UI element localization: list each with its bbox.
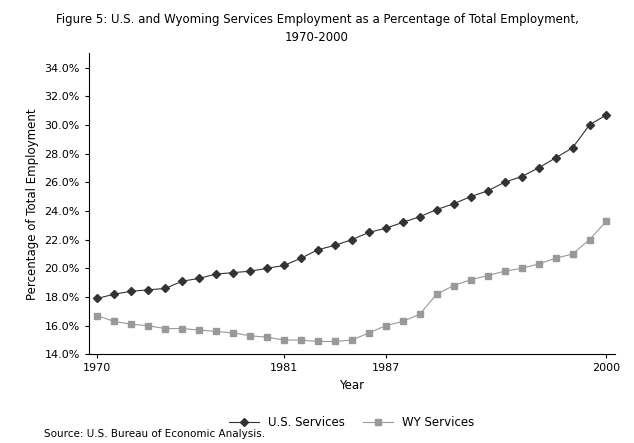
U.S. Services	[161, 286, 169, 291]
Line: U.S. Services: U.S. Services	[94, 112, 609, 301]
WY Services	[382, 323, 390, 328]
WY Services	[603, 218, 611, 224]
U.S. Services	[127, 289, 135, 294]
Legend: U.S. Services, WY Services: U.S. Services, WY Services	[225, 412, 479, 434]
WY Services	[110, 319, 118, 324]
WY Services	[399, 319, 406, 324]
U.S. Services	[246, 268, 254, 274]
U.S. Services	[433, 207, 441, 212]
Text: Figure 5: U.S. and Wyoming Services Employment as a Percentage of Total Employme: Figure 5: U.S. and Wyoming Services Empl…	[56, 13, 578, 26]
WY Services	[450, 283, 458, 288]
WY Services	[416, 311, 424, 317]
Text: 1970-2000: 1970-2000	[285, 31, 349, 44]
U.S. Services	[348, 237, 356, 242]
U.S. Services	[501, 179, 508, 185]
U.S. Services	[145, 287, 152, 292]
U.S. Services	[518, 174, 526, 179]
WY Services	[263, 334, 271, 340]
WY Services	[552, 256, 559, 261]
WY Services	[501, 268, 508, 274]
WY Services	[195, 327, 203, 333]
U.S. Services	[365, 230, 373, 235]
Y-axis label: Percentage of Total Employment: Percentage of Total Employment	[25, 108, 39, 299]
U.S. Services	[297, 256, 305, 261]
U.S. Services	[263, 266, 271, 271]
WY Services	[230, 330, 237, 335]
Line: WY Services: WY Services	[94, 218, 609, 344]
WY Services	[569, 251, 576, 256]
U.S. Services	[314, 247, 321, 253]
U.S. Services	[331, 243, 339, 248]
WY Services	[178, 326, 186, 331]
Text: Source: U.S. Bureau of Economic Analysis.: Source: U.S. Bureau of Economic Analysis…	[44, 428, 266, 439]
WY Services	[348, 338, 356, 343]
U.S. Services	[569, 145, 576, 151]
WY Services	[331, 339, 339, 344]
U.S. Services	[399, 220, 406, 225]
WY Services	[518, 266, 526, 271]
U.S. Services	[450, 201, 458, 206]
U.S. Services	[467, 194, 474, 199]
WY Services	[586, 237, 593, 242]
WY Services	[127, 322, 135, 327]
U.S. Services	[484, 188, 491, 194]
WY Services	[212, 329, 220, 334]
WY Services	[535, 261, 543, 267]
U.S. Services	[552, 155, 559, 160]
U.S. Services	[586, 122, 593, 128]
WY Services	[161, 326, 169, 331]
WY Services	[365, 330, 373, 335]
U.S. Services	[280, 263, 288, 268]
U.S. Services	[535, 165, 543, 171]
U.S. Services	[178, 279, 186, 284]
WY Services	[314, 339, 321, 344]
WY Services	[145, 323, 152, 328]
WY Services	[467, 277, 474, 283]
WY Services	[246, 333, 254, 338]
U.S. Services	[212, 272, 220, 277]
U.S. Services	[416, 214, 424, 219]
U.S. Services	[110, 291, 118, 297]
WY Services	[93, 313, 101, 319]
WY Services	[433, 291, 441, 297]
U.S. Services	[603, 112, 611, 117]
WY Services	[280, 338, 288, 343]
U.S. Services	[230, 270, 237, 275]
WY Services	[484, 273, 491, 278]
U.S. Services	[93, 296, 101, 301]
WY Services	[297, 338, 305, 343]
X-axis label: Year: Year	[339, 379, 365, 392]
U.S. Services	[195, 276, 203, 281]
U.S. Services	[382, 225, 390, 231]
